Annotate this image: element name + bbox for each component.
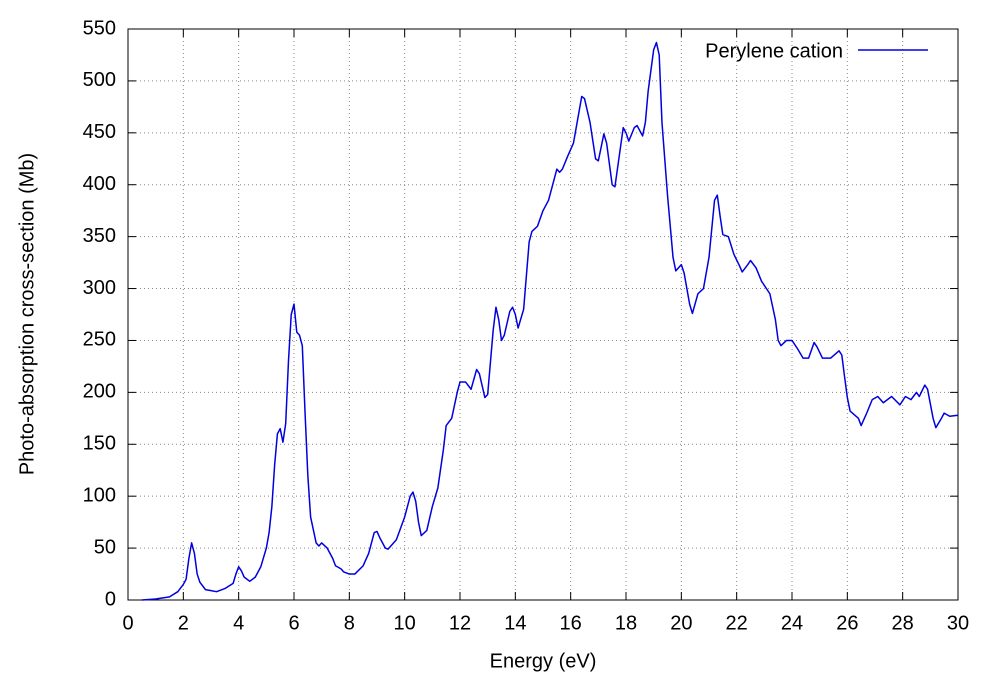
x-tick-label: 4 [233, 612, 244, 634]
x-tick-label: 8 [344, 612, 355, 634]
x-tick-label: 24 [781, 612, 803, 634]
x-tick-label: 26 [836, 612, 858, 634]
y-tick-label: 450 [83, 121, 116, 143]
y-tick-label: 250 [83, 329, 116, 351]
y-tick-label: 100 [83, 484, 116, 506]
y-axis-label: Photo-absorption cross-section (Mb) [16, 153, 38, 475]
x-tick-label: 6 [288, 612, 299, 634]
x-tick-label: 30 [947, 612, 969, 634]
y-tick-label: 300 [83, 277, 116, 299]
y-tick-label: 200 [83, 381, 116, 403]
x-tick-label: 20 [670, 612, 692, 634]
x-tick-label: 12 [449, 612, 471, 634]
plot-frame [127, 28, 959, 601]
x-tick-label: 14 [504, 612, 526, 634]
x-tick-label: 28 [892, 612, 914, 634]
x-axis-label: Energy (eV) [490, 650, 597, 672]
x-tick-label: 18 [615, 612, 637, 634]
x-tick-label: 2 [178, 612, 189, 634]
y-tick-label: 400 [83, 173, 116, 195]
y-tick-label: 0 [105, 588, 116, 610]
x-tick-label: 0 [122, 612, 133, 634]
x-tick-label: 16 [560, 612, 582, 634]
data-line [141, 41, 959, 601]
x-tick-label: 10 [394, 612, 416, 634]
y-tick-label: 550 [83, 17, 116, 39]
x-tick-label: 22 [726, 612, 748, 634]
y-tick-label: 150 [83, 433, 116, 455]
y-tick-label: 350 [83, 225, 116, 247]
y-tick-label: 500 [83, 69, 116, 91]
y-tick-label: 50 [94, 536, 116, 558]
legend-label: Perylene cation [705, 40, 843, 62]
